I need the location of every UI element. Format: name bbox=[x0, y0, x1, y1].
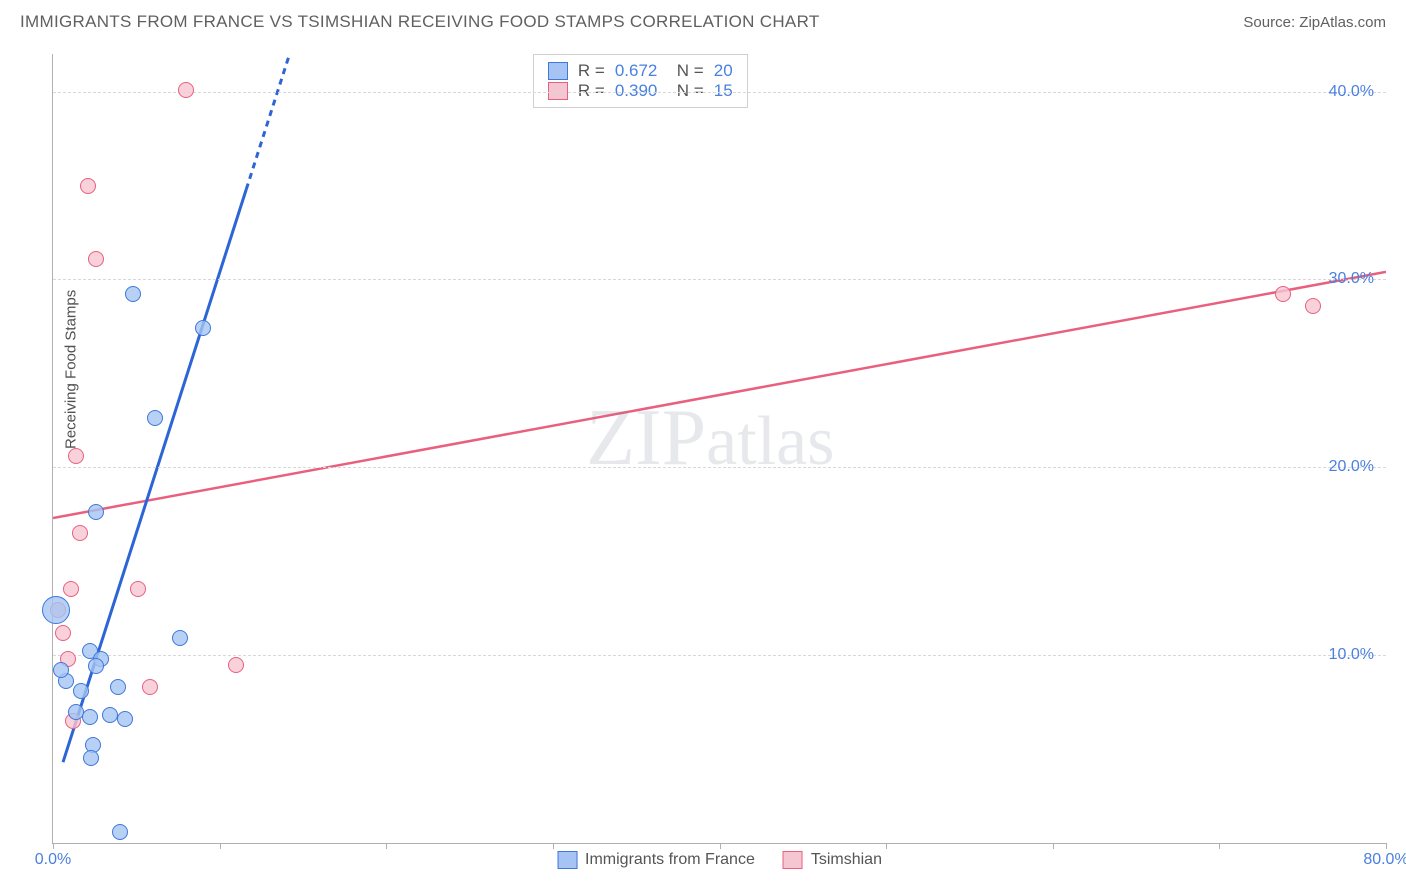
legend-row: R = 0.672 N = 20 bbox=[548, 61, 733, 81]
data-point bbox=[55, 625, 71, 641]
x-tick bbox=[553, 843, 554, 849]
gridline bbox=[53, 655, 1386, 656]
x-tick-label: 0.0% bbox=[35, 851, 71, 869]
header: IMMIGRANTS FROM FRANCE VS TSIMSHIAN RECE… bbox=[0, 0, 1406, 40]
legend-series: Immigrants from France Tsimshian bbox=[557, 851, 882, 869]
legend-swatch bbox=[783, 851, 803, 869]
data-point bbox=[42, 596, 70, 624]
x-tick bbox=[386, 843, 387, 849]
x-tick bbox=[720, 843, 721, 849]
x-tick bbox=[53, 843, 54, 849]
x-tick bbox=[1386, 843, 1387, 849]
y-tick-label: 10.0% bbox=[1329, 646, 1374, 664]
data-point bbox=[1275, 286, 1291, 302]
data-point bbox=[172, 630, 188, 646]
data-point bbox=[53, 662, 69, 678]
data-point bbox=[110, 679, 126, 695]
data-point bbox=[73, 683, 89, 699]
legend-item: Immigrants from France bbox=[557, 851, 755, 869]
legend-swatch bbox=[557, 851, 577, 869]
x-tick bbox=[886, 843, 887, 849]
legend-correlation: R = 0.672 N = 20 R = 0.390 N = 15 bbox=[533, 54, 748, 108]
gridline bbox=[53, 92, 1386, 93]
legend-swatch bbox=[548, 62, 568, 80]
x-tick-label: 80.0% bbox=[1363, 851, 1406, 869]
data-point bbox=[88, 658, 104, 674]
y-tick-label: 40.0% bbox=[1329, 83, 1374, 101]
data-point bbox=[63, 581, 79, 597]
data-point bbox=[82, 709, 98, 725]
data-point bbox=[88, 251, 104, 267]
x-tick bbox=[1053, 843, 1054, 849]
scatter-plot: Receiving Food Stamps ZIPatlas R = 0.672… bbox=[52, 54, 1386, 844]
data-point bbox=[142, 679, 158, 695]
data-point bbox=[125, 286, 141, 302]
x-tick bbox=[220, 843, 221, 849]
chart-title: IMMIGRANTS FROM FRANCE VS TSIMSHIAN RECE… bbox=[20, 12, 820, 32]
data-point bbox=[83, 750, 99, 766]
source-attribution: Source: ZipAtlas.com bbox=[1243, 14, 1386, 31]
data-point bbox=[130, 581, 146, 597]
y-tick-label: 30.0% bbox=[1329, 270, 1374, 288]
plot-svg bbox=[53, 54, 1386, 843]
y-tick-label: 20.0% bbox=[1329, 458, 1374, 476]
data-point bbox=[147, 410, 163, 426]
data-point bbox=[178, 82, 194, 98]
data-point bbox=[68, 448, 84, 464]
data-point bbox=[72, 525, 88, 541]
data-point bbox=[117, 711, 133, 727]
x-tick bbox=[1219, 843, 1220, 849]
data-point bbox=[102, 707, 118, 723]
gridline bbox=[53, 279, 1386, 280]
data-point bbox=[80, 178, 96, 194]
data-point bbox=[228, 657, 244, 673]
data-point bbox=[88, 504, 104, 520]
gridline bbox=[53, 467, 1386, 468]
legend-item: Tsimshian bbox=[783, 851, 882, 869]
data-point bbox=[1305, 298, 1321, 314]
data-point bbox=[195, 320, 211, 336]
data-point bbox=[112, 824, 128, 840]
